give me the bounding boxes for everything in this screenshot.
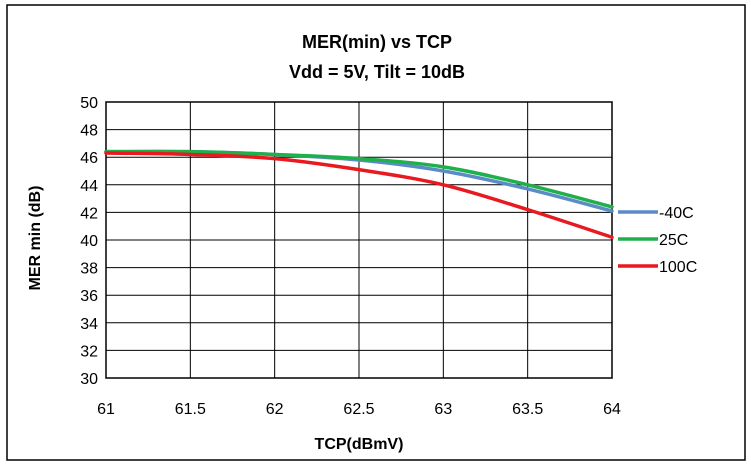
- chart-subtitle: Vdd = 5V, Tilt = 10dB: [289, 62, 465, 82]
- legend: -40C 25C 100C: [618, 205, 697, 276]
- y-tick-label: 30: [80, 371, 98, 388]
- legend-label-25c: 25C: [659, 232, 688, 249]
- y-axis-label: MER min (dB): [27, 186, 44, 291]
- y-tick-label: 36: [80, 288, 98, 305]
- y-tick-label: 48: [80, 123, 98, 140]
- y-tick-label: 34: [80, 316, 98, 333]
- chart-title: MER(min) vs TCP: [302, 32, 452, 52]
- y-tick-label: 44: [80, 178, 98, 195]
- series-line-25c: [104, 149, 614, 209]
- legend-label-100c: 100C: [659, 259, 697, 276]
- y-tick-label: 40: [80, 233, 98, 250]
- x-tick-label: 61.5: [175, 401, 206, 418]
- x-tick-label: 64: [603, 401, 621, 418]
- y-tick-label: 46: [80, 150, 98, 167]
- plot-area: [105, 101, 613, 379]
- grid: [105, 101, 613, 379]
- tick-labels: 30 32 34 36 38 40 42 44 46 48 50 61 61.5 62 62.5 63 63.5…: [80, 95, 621, 418]
- x-axis-label: TCP(dBmV): [315, 436, 404, 453]
- y-tick-label: 38: [80, 261, 98, 278]
- x-tick-label: 61: [97, 401, 115, 418]
- y-tick-label: 32: [80, 343, 98, 360]
- y-tick-label: 42: [80, 205, 98, 222]
- legend-label-40c: -40C: [659, 205, 694, 222]
- x-tick-label: 62.5: [343, 401, 374, 418]
- series-line-100c: [104, 151, 614, 239]
- series-lines: [104, 149, 614, 239]
- x-tick-label: 63: [434, 401, 452, 418]
- chart-border: [6, 4, 746, 461]
- x-tick-label: 62: [266, 401, 284, 418]
- x-tick-label: 63.5: [512, 401, 543, 418]
- y-tick-label: 50: [80, 95, 98, 112]
